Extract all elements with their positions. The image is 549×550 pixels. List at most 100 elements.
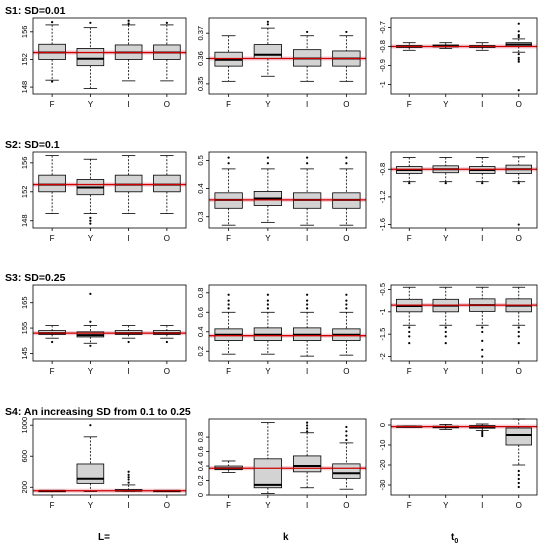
box-body [153,174,181,193]
outlier-point [89,21,92,24]
outlier-point [345,303,348,306]
x-tick-label: F [407,234,412,243]
outlier-point [481,355,484,358]
x-tick-label: I [481,234,483,243]
outlier-point [517,22,520,25]
outlier-point [266,303,269,306]
outlier-point [89,424,92,427]
box-I [469,286,496,358]
box-Y [76,292,105,347]
outlier-point [306,427,309,430]
outlier-point [444,181,447,185]
outlier-point [51,80,54,83]
outlier-point [481,434,484,438]
x-tick-label: I [306,367,308,376]
outlier-point [306,430,309,433]
outlier-point [127,481,130,484]
box-I [292,30,322,82]
outlier-point [306,30,309,34]
outlier-point [517,34,520,37]
y-tick-label: 148 [20,215,29,228]
box-body [114,174,143,193]
box-O [505,418,532,489]
outlier-point [517,223,520,226]
outlier-point [165,21,168,24]
x-tick-label: Y [88,234,94,243]
x-tick-label: O [343,501,349,510]
outlier-point [165,340,168,344]
x-tick-label: Y [265,501,271,510]
box-O [153,325,181,344]
box-I [469,157,496,185]
outlier-point [444,342,447,345]
box-body [253,458,283,489]
outlier-point [89,292,92,295]
outlier-point [517,30,520,33]
outlier-point [266,299,269,302]
y-tick-label: -1.2 [378,190,387,203]
outlier-point [408,181,411,185]
outlier-point [517,469,520,473]
x-tick-label: O [343,234,349,243]
y-tick-label: 0.4 [196,183,205,193]
panel-r1-c3: -0.7 -0.8 -0.9 -1 F Y I O [378,17,538,109]
outlier-point [345,430,348,433]
x-tick-label: Y [443,367,449,376]
panel-frame [208,17,367,95]
x-tick-label: F [407,367,412,376]
outlier-point [306,299,309,302]
outlier-point [345,299,348,302]
outlier-point [517,326,520,329]
x-tick-label: F [226,100,231,109]
box-body [253,44,283,59]
outlier-point [481,339,484,342]
outlier-point [89,216,92,219]
outlier-point [89,344,92,347]
x-tick-label: I [128,100,130,109]
y-tick-label: -0.9 [378,59,387,72]
outlier-point [345,438,348,442]
y-tick-label: 0.8 [196,288,205,298]
box-Y [253,20,283,77]
outlier-point [306,424,309,427]
panel-r2-c3: -0.8 -1.2 -1.6 F Y I O [378,151,538,243]
panel-frame [390,418,538,496]
x-tick-label: O [343,100,349,109]
outlier-point [266,162,269,165]
outlier-point [345,293,348,296]
x-tick-label: O [164,367,170,376]
x-tick-label: I [128,367,130,376]
outlier-point [306,303,309,306]
x-tick-label: I [481,367,483,376]
outlier-point [444,326,447,329]
x-tick-label: Y [265,234,271,243]
x-tick-label: F [226,367,231,376]
box-Y [253,293,283,355]
x-tick-label: Y [443,501,449,510]
outlier-point [227,293,230,296]
box-O [332,425,361,490]
column-label-t0: t0 [451,532,459,545]
outlier-point [408,326,411,329]
outlier-point [127,470,130,473]
outlier-point [306,307,309,310]
y-tick-label: 165 [20,296,29,309]
box-F [214,156,243,226]
outlier-point [481,326,484,329]
x-tick-label: F [407,100,412,109]
outlier-point [517,56,520,60]
x-tick-label: F [50,100,55,109]
outlier-point [51,21,54,24]
outlier-point [227,162,230,165]
box-body [505,427,532,446]
x-tick-label: O [516,367,522,376]
outlier-point [345,156,348,159]
outlier-point [306,162,309,165]
panel-r2-c2: 0.3 0.4 0.5 F Y I O [196,151,367,243]
outlier-point [517,473,520,477]
box-O [505,22,532,92]
outlier-point [127,340,130,344]
box-body [76,463,105,484]
box-Y [253,422,283,494]
panel-r3-c2: 0.2 0.4 0.6 0.8 F Y I O [196,284,367,376]
